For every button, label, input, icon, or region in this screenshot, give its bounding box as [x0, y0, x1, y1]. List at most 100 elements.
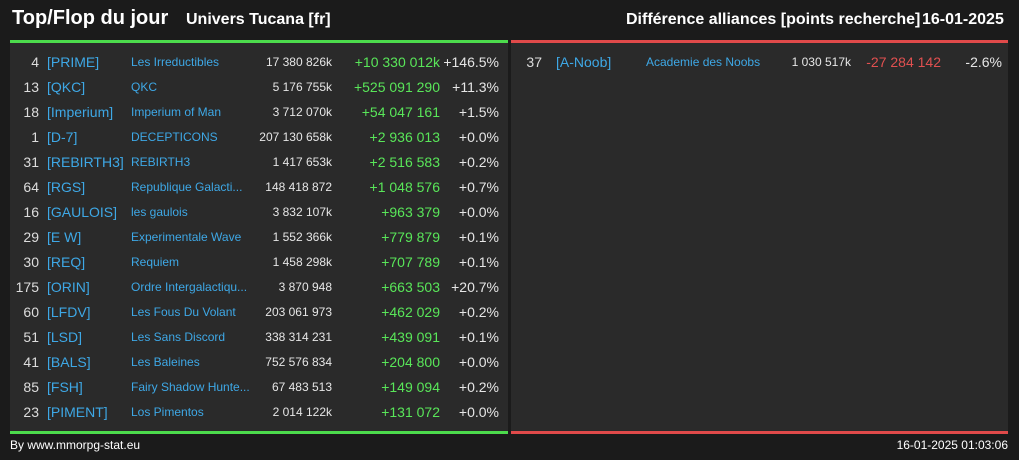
alliance-diff: +779 879	[381, 229, 440, 245]
alliance-name-link[interactable]: Ordre Intergalactiqu...	[131, 280, 248, 294]
alliance-rank: 37	[526, 54, 542, 70]
alliance-points: 3 870 948	[278, 280, 332, 294]
alliance-diff: +707 789	[381, 254, 440, 270]
alliance-rank: 4	[31, 54, 39, 70]
alliance-tag-link[interactable]: [Imperium]	[47, 104, 114, 120]
alliance-percent: +0.0%	[458, 129, 499, 145]
alliance-points: 203 061 973	[265, 305, 332, 319]
alliance-percent: +0.2%	[458, 154, 499, 170]
top-row: 4 [PRIME] Les Irreductibles 17 380 826k +10 …	[10, 50, 508, 75]
alliance-name-link[interactable]: Les Baleines	[131, 355, 200, 369]
alliance-rank: 18	[23, 104, 39, 120]
alliance-points: 5 176 755k	[272, 80, 332, 94]
alliance-percent: +0.1%	[458, 254, 499, 270]
alliance-rank: 13	[23, 79, 39, 95]
alliance-name-link[interactable]: Fairy Shadow Hunte...	[131, 380, 250, 394]
alliance-tag-link[interactable]: [RGS]	[47, 179, 86, 195]
alliance-tag-link[interactable]: [BALS]	[47, 354, 91, 370]
header: Top/Flop du jour Univers Tucana [fr] Dif…	[0, 0, 1019, 40]
alliance-points: 1 030 517k	[791, 55, 851, 69]
alliance-percent: +0.2%	[458, 304, 499, 320]
alliance-tag-link[interactable]: [PRIME]	[47, 54, 100, 70]
page-title: Top/Flop du jour	[12, 7, 169, 29]
alliance-points: 752 576 834	[265, 355, 332, 369]
alliance-points: 1 417 653k	[272, 155, 332, 169]
alliance-tag-link[interactable]: [E W]	[47, 229, 82, 245]
alliance-points: 1 552 366k	[272, 230, 332, 244]
alliance-percent: +20.7%	[451, 279, 499, 295]
alliance-tag-link[interactable]: [LFDV]	[47, 304, 91, 320]
top-row: 60 [LFDV] Les Fous Du Volant 203 061 973 +46…	[10, 300, 508, 325]
alliance-points: 1 458 298k	[272, 255, 332, 269]
top-row: 175 [ORIN] Ordre Intergalactiqu... 3 870 94…	[10, 275, 508, 300]
alliance-tag-link[interactable]: [PIMENT]	[47, 404, 108, 420]
flop-row: 37 [A-Noob] Academie des Noobs 1 030 517k -2…	[511, 50, 1008, 75]
alliance-points: 2 014 122k	[272, 405, 332, 419]
alliance-diff: +525 091 290	[353, 79, 440, 95]
alliance-rank: 41	[23, 354, 39, 370]
top-row: 51 [LSD] Les Sans Discord 338 314 231 +439 0…	[10, 325, 508, 350]
top-row: 30 [REQ] Requiem 1 458 298k +707 789 +0.1%	[10, 250, 508, 275]
alliance-name-link[interactable]: Les Irreductibles	[131, 55, 220, 69]
alliance-tag-link[interactable]: [D-7]	[47, 129, 78, 145]
alliance-points: 3 832 107k	[272, 205, 332, 219]
alliance-points: 17 380 826k	[265, 55, 332, 69]
alliance-tag-link[interactable]: [GAULOIS]	[47, 204, 118, 220]
footer-timestamp: 16-01-2025 01:03:06	[896, 438, 1008, 452]
top-row: 1 [D-7] DECEPTICONS 207 130 658k +2 936 013 +…	[10, 125, 508, 150]
alliance-tag-link[interactable]: [QKC]	[47, 79, 86, 95]
alliance-points: 3 712 070k	[272, 105, 332, 119]
alliance-points: 67 483 513	[271, 380, 332, 394]
alliance-rank: 30	[23, 254, 39, 270]
alliance-name-link[interactable]: DECEPTICONS	[131, 130, 218, 144]
alliance-diff: +10 330 012k	[354, 54, 440, 70]
alliance-tag-link[interactable]: [REQ]	[47, 254, 86, 270]
alliance-tag-link[interactable]: [FSH]	[47, 379, 83, 395]
universe-label: Univers Tucana [fr]	[186, 11, 331, 28]
top-row: 41 [BALS] Les Baleines 752 576 834 +204 800 +…	[10, 350, 508, 375]
alliance-name-link[interactable]: Academie des Noobs	[646, 55, 761, 69]
alliance-name-link[interactable]: Requiem	[131, 255, 180, 269]
alliance-name-link[interactable]: Les Fous Du Volant	[131, 305, 236, 319]
alliance-name-link[interactable]: Republique Galacti...	[131, 180, 243, 194]
alliance-diff: +2 936 013	[369, 129, 440, 145]
top-row: 85 [FSH] Fairy Shadow Hunte... 67 483 513 +1…	[10, 375, 508, 400]
alliance-diff: +963 379	[381, 204, 440, 220]
alliance-tag-link[interactable]: [REBIRTH3]	[47, 154, 124, 170]
top-row: 13 [QKC] QKC 5 176 755k +525 091 290 +11.3%	[10, 75, 508, 100]
top-row: 64 [RGS] Republique Galacti... 148 418 872 +…	[10, 175, 508, 200]
top-row: 23 [PIMENT] Los Pimentos 2 014 122k +131 072…	[10, 400, 508, 425]
alliance-name-link[interactable]: les gaulois	[131, 205, 188, 219]
alliance-diff: +54 047 161	[361, 104, 440, 120]
alliance-tag-link[interactable]: [LSD]	[47, 329, 83, 345]
alliance-rank: 60	[23, 304, 39, 320]
alliance-diff: +439 091	[381, 329, 440, 345]
alliance-percent: +1.5%	[458, 104, 499, 120]
category-label: Différence alliances [points recherche]	[626, 11, 921, 28]
alliance-tag-link[interactable]: [A-Noob]	[556, 54, 612, 70]
alliance-rank: 64	[23, 179, 39, 195]
flop-panel: 37 [A-Noob] Academie des Noobs 1 030 517k -2…	[511, 40, 1008, 434]
alliance-rank: 85	[23, 379, 39, 395]
alliance-diff: +1 048 576	[369, 179, 440, 195]
top-row: 18 [Imperium] Imperium of Man 3 712 070k +54…	[10, 100, 508, 125]
alliance-rank: 1	[31, 129, 39, 145]
footer-source[interactable]: By www.mmorpg-stat.eu	[10, 438, 141, 452]
alliance-name-link[interactable]: Les Sans Discord	[131, 330, 226, 344]
alliance-percent: +0.2%	[458, 379, 499, 395]
alliance-diff: +204 800	[381, 354, 440, 370]
alliance-name-link[interactable]: Experimentale Wave	[131, 230, 242, 244]
alliance-diff: +149 094	[381, 379, 440, 395]
alliance-points: 207 130 658k	[259, 130, 332, 144]
alliance-rank: 51	[23, 329, 39, 345]
alliance-tag-link[interactable]: [ORIN]	[47, 279, 90, 295]
alliance-name-link[interactable]: REBIRTH3	[131, 155, 191, 169]
top-panel: 4 [PRIME] Les Irreductibles 17 380 826k +10 …	[10, 40, 508, 434]
alliance-name-link[interactable]: Imperium of Man	[131, 105, 222, 119]
alliance-diff: -27 284 142	[866, 54, 941, 70]
alliance-name-link[interactable]: Los Pimentos	[131, 405, 204, 419]
alliance-rank: 16	[23, 204, 39, 220]
alliance-name-link[interactable]: QKC	[131, 80, 158, 94]
alliance-rank: 23	[23, 404, 39, 420]
alliance-diff: +2 516 583	[369, 154, 440, 170]
